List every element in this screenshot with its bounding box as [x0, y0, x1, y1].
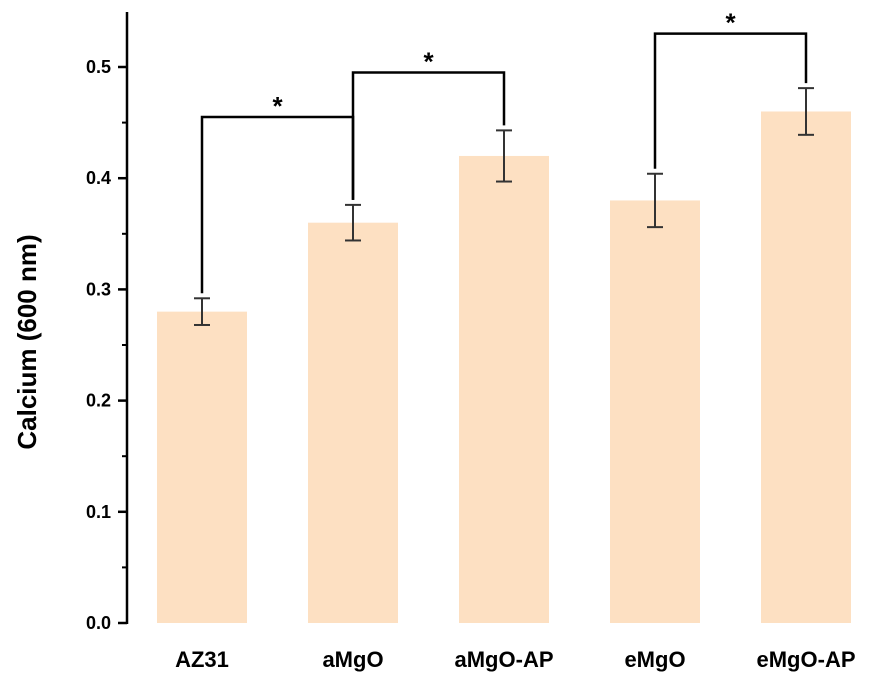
- y-tick-label: 0.4: [86, 168, 111, 188]
- error-bar: [496, 129, 512, 183]
- error-bar: [194, 297, 210, 326]
- y-axis-title: Calcium (600 nm): [12, 234, 42, 449]
- bar-emgo-ap: [761, 111, 851, 623]
- y-tick-label: 0.2: [86, 391, 111, 411]
- significance-star: *: [272, 91, 283, 121]
- significance-bracket: [653, 32, 808, 169]
- bar-amgo-ap: [459, 155, 549, 623]
- y-tick-label: 0.3: [86, 279, 111, 299]
- error-bar: [647, 172, 663, 229]
- y-axis-ticks: 0.0 0.1 0.2 0.3 0.4 0.5: [86, 57, 127, 633]
- significance-bracket: [351, 71, 506, 200]
- x-category-label: aMgO: [322, 647, 383, 672]
- significance-brackets: * * *: [200, 8, 808, 294]
- bar-az31: [157, 311, 247, 623]
- y-tick-label: 0.5: [86, 57, 111, 77]
- significance-star: *: [725, 8, 736, 38]
- x-category-label: AZ31: [175, 647, 229, 672]
- y-tick-label: 0.1: [86, 502, 111, 522]
- error-bars: [194, 87, 814, 326]
- bar-amgo: [308, 222, 398, 623]
- x-axis-labels: AZ31 aMgO aMgO-AP eMgO eMgO-AP: [175, 647, 855, 672]
- error-bar: [798, 87, 814, 136]
- bar-emgo: [610, 200, 700, 623]
- y-tick-label: 0.0: [86, 613, 111, 633]
- significance-star: *: [423, 47, 434, 77]
- x-category-label: aMgO-AP: [455, 647, 554, 672]
- x-category-label: eMgO-AP: [757, 647, 856, 672]
- error-bar: [345, 203, 361, 242]
- bars: [157, 111, 851, 623]
- x-category-label: eMgO: [624, 647, 685, 672]
